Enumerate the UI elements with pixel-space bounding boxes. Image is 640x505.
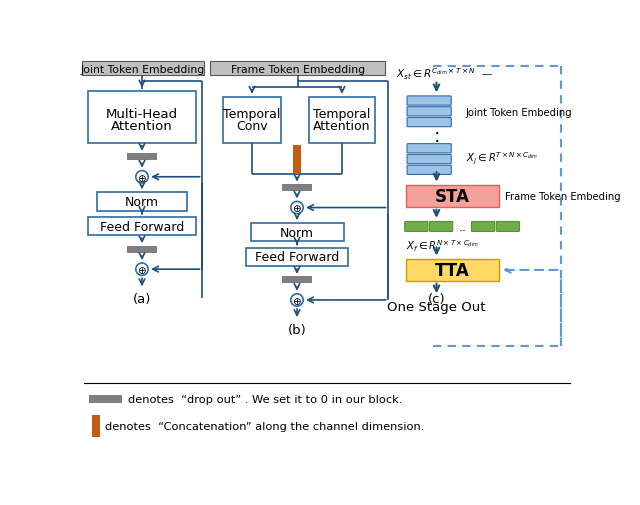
Text: Frame Token Embedding: Frame Token Embedding [230, 65, 365, 75]
FancyBboxPatch shape [406, 186, 499, 208]
Text: :: : [433, 126, 440, 145]
FancyBboxPatch shape [88, 217, 196, 236]
Text: Attention: Attention [313, 120, 371, 133]
Circle shape [136, 171, 148, 183]
Text: Frame Token Embeding: Frame Token Embeding [505, 191, 620, 201]
FancyBboxPatch shape [407, 108, 451, 117]
Text: Joint Token Embedding: Joint Token Embedding [81, 65, 205, 75]
Text: (b): (b) [287, 323, 307, 336]
FancyBboxPatch shape [407, 166, 451, 175]
Text: $\oplus$: $\oplus$ [137, 172, 147, 183]
Text: Norm: Norm [125, 195, 159, 209]
FancyBboxPatch shape [429, 222, 452, 232]
FancyBboxPatch shape [496, 222, 520, 232]
Text: Joint Token Embeding: Joint Token Embeding [466, 108, 573, 118]
Bar [282, 185, 312, 191]
Bar [127, 246, 157, 253]
Text: Temporal: Temporal [223, 108, 281, 121]
Text: ..: .. [459, 221, 467, 234]
FancyBboxPatch shape [246, 248, 348, 267]
Text: (c): (c) [428, 292, 445, 306]
Text: Feed Forward: Feed Forward [100, 220, 184, 233]
FancyBboxPatch shape [81, 62, 204, 76]
FancyBboxPatch shape [406, 260, 499, 281]
Text: TTA: TTA [435, 262, 469, 279]
Text: STA: STA [435, 188, 470, 206]
Circle shape [136, 264, 148, 276]
Text: Norm: Norm [280, 226, 314, 239]
Text: $X_{st} \in R^{C_{dim} \times T \times N}$  —: $X_{st} \in R^{C_{dim} \times T \times N… [396, 67, 493, 82]
FancyBboxPatch shape [407, 97, 451, 106]
Text: Feed Forward: Feed Forward [255, 251, 339, 264]
Text: denotes  “drop out” . We set it to 0 in our block.: denotes “drop out” . We set it to 0 in o… [128, 394, 403, 404]
Text: $X_j \in R^{T \times N \times C_{dim}}$: $X_j \in R^{T \times N \times C_{dim}}$ [466, 151, 538, 167]
Text: Temporal: Temporal [313, 108, 371, 121]
FancyBboxPatch shape [88, 91, 196, 143]
FancyBboxPatch shape [250, 224, 344, 242]
FancyBboxPatch shape [97, 193, 187, 211]
Circle shape [291, 202, 303, 214]
Text: $\oplus$: $\oplus$ [292, 295, 302, 306]
Circle shape [291, 294, 303, 307]
Text: $\oplus$: $\oplus$ [292, 203, 302, 214]
Text: (a): (a) [133, 292, 151, 306]
Text: $X_f \in R^{N \times T \times C_{dim}}$: $X_f \in R^{N \times T \times C_{dim}}$ [406, 238, 478, 254]
Text: Conv: Conv [236, 120, 268, 133]
FancyBboxPatch shape [210, 62, 385, 76]
FancyBboxPatch shape [407, 144, 451, 154]
FancyBboxPatch shape [407, 118, 451, 127]
Text: denotes  “Concatenation” along the channel dimension.: denotes “Concatenation” along the channe… [105, 421, 424, 431]
Text: Multi-Head: Multi-Head [106, 108, 178, 121]
FancyBboxPatch shape [309, 97, 374, 143]
FancyBboxPatch shape [472, 222, 495, 232]
FancyBboxPatch shape [407, 155, 451, 164]
Text: One Stage Out: One Stage Out [387, 301, 486, 314]
Bar [127, 154, 157, 161]
Text: Attention: Attention [111, 120, 173, 133]
Bar [90, 395, 122, 403]
FancyBboxPatch shape [404, 222, 428, 232]
Bar [92, 416, 100, 437]
Bar [282, 277, 312, 284]
Text: $\oplus$: $\oplus$ [137, 265, 147, 276]
Bar [292, 146, 301, 175]
FancyBboxPatch shape [223, 97, 281, 143]
